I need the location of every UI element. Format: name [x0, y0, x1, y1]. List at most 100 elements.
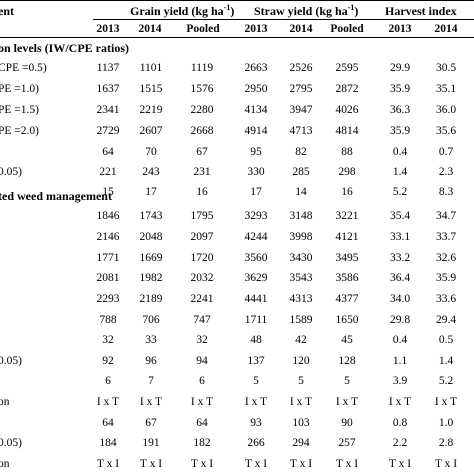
table-cell: 231: [193, 166, 211, 178]
table-row: 6 7 6 5 5 5 3.9 5.2: [0, 371, 474, 391]
table-cell: 70: [145, 146, 157, 158]
table-cell: 4134: [244, 104, 268, 116]
table-cell: 29.9: [389, 62, 411, 74]
table-cell: 32: [196, 334, 208, 346]
table-row: CPE =0.5) 1137 1101 1119 2663 2526 2595 29.9 30.…: [0, 58, 474, 78]
table-cell: 17: [250, 186, 262, 198]
row-label: 0.05): [0, 355, 22, 367]
table-row: 64 70 67 95 82 88 0.4 0.7: [0, 142, 474, 162]
table-cell: 1982: [139, 272, 163, 284]
table-cell: 8.3: [438, 186, 454, 198]
table-cell: 1.4: [392, 166, 408, 178]
table-cell: 137: [247, 355, 265, 367]
table-cell: 3947: [289, 104, 313, 116]
table-row: 788 706 747 1711 1589 1650 29.8 29.4: [0, 310, 474, 330]
table-cell: 747: [193, 314, 211, 326]
table-cell: 33.6: [435, 293, 457, 305]
table-cell: 257: [338, 437, 356, 449]
table-cell: 35.4: [389, 210, 411, 222]
table-cell: 4026: [335, 104, 359, 116]
table-cell: 33: [145, 334, 157, 346]
table-cell: 1720: [190, 252, 214, 264]
table-row: PE =1.0) 1637 1515 1576 2950 2795 2872 35.9 35.1: [0, 79, 474, 99]
row-label: CPE =0.5): [0, 62, 47, 74]
table-cell: 34.7: [435, 210, 457, 222]
table-cell: 3221: [335, 210, 359, 222]
table-cell: 90: [341, 417, 353, 429]
table-cell: 1637: [96, 83, 120, 95]
table-cell: 1.4: [438, 355, 454, 367]
grain-yield-title: Grain yield (kg ha: [130, 4, 224, 18]
table-cell: 15: [102, 186, 114, 198]
grain-yield-close-paren: ): [230, 4, 235, 18]
table-cell: 7: [148, 375, 154, 387]
table-cell: 2341: [96, 104, 120, 116]
table-cell: 5.2: [438, 375, 454, 387]
table-cell: 36.3: [389, 104, 411, 116]
table-cell: 48: [250, 334, 262, 346]
table-cell: 67: [145, 417, 157, 429]
table-cell: 788: [99, 314, 117, 326]
table-cell: 5.2: [392, 186, 408, 198]
table-cell: 2.8: [438, 437, 454, 449]
table-cell: 36.4: [389, 272, 411, 284]
table-cell: 14: [295, 186, 307, 198]
table-cell: 4914: [244, 125, 268, 137]
sub-straw-2014: 2014: [289, 23, 313, 35]
table-cell: 3430: [289, 252, 313, 264]
table-cell: 35.9: [389, 83, 411, 95]
table-row: on I x T I x T I x T I x T I x T I x T I x T I x…: [0, 392, 474, 412]
table-cell: 35.9: [389, 125, 411, 137]
straw-yield-unit-exponent: -1: [347, 3, 355, 12]
table-cell: I x T: [388, 396, 412, 408]
table-row: 32 33 32 48 42 45 0.4 0.5: [0, 330, 474, 350]
table-cell: I x T: [244, 396, 268, 408]
table-cell: 2241: [190, 293, 214, 305]
table-cell: 3998: [289, 231, 313, 243]
table-cell: 5: [298, 375, 304, 387]
table-cell: 1743: [139, 210, 163, 222]
table-cell: 0.5: [438, 334, 454, 346]
table-cell: 182: [193, 437, 211, 449]
table-cell: 1119: [190, 62, 214, 74]
table-cell: T x I: [96, 458, 120, 470]
table-cell: 94: [196, 355, 208, 367]
table-cell: 64: [196, 417, 208, 429]
table-cell: 95: [250, 146, 262, 158]
table-cell: 2081: [96, 272, 120, 284]
section-weed-management: ted weed management: [0, 189, 112, 203]
table-row: 0.05) 221 243 231 330 285 298 1.4 2.3: [0, 162, 474, 182]
table-cell: 16: [341, 186, 353, 198]
table-cell: 330: [247, 166, 265, 178]
straw-yield-header: Straw yield (kg ha-1): [254, 3, 359, 19]
table-cell: 128: [338, 355, 356, 367]
top-rule: [0, 0, 474, 1]
table-cell: 64: [102, 146, 114, 158]
table-cell: 32: [102, 334, 114, 346]
table-cell: 30.5: [435, 62, 457, 74]
table-cell: 221: [99, 166, 117, 178]
table-cell: 4244: [244, 231, 268, 243]
table-row: 15 17 16 17 14 16 5.2 8.3: [0, 182, 474, 202]
sub-straw-2013: 2013: [244, 23, 268, 35]
table-cell: T x I: [190, 458, 214, 470]
table-cell: 2293: [96, 293, 120, 305]
table-cell: 1515: [139, 83, 163, 95]
straw-yield-close-paren: ): [354, 4, 359, 18]
table-cell: 5: [344, 375, 350, 387]
straw-yield-title: Straw yield (kg ha: [254, 4, 348, 18]
section-irrigation-levels: on levels (IW/CPE ratios): [0, 41, 129, 55]
table-cell: 3543: [289, 272, 313, 284]
table-cell: 2097: [190, 231, 214, 243]
table-row: on T x I T x I T x I T x I T x I T x I T x I T x…: [0, 454, 474, 474]
table-cell: 706: [142, 314, 160, 326]
table-cell: 35.6: [435, 125, 457, 137]
table-cell: 2795: [289, 83, 313, 95]
table-cell: 5: [253, 375, 259, 387]
table-row: PE =1.5) 2341 2219 2280 4134 3947 4026 36.3 36.0: [0, 100, 474, 120]
table-cell: 1576: [190, 83, 214, 95]
table-cell: T x I: [335, 458, 359, 470]
table-cell: 1846: [96, 210, 120, 222]
table-row: 0.05) 184 191 182 266 294 257 2.2 2.8: [0, 433, 474, 453]
table-cell: 2.3: [438, 166, 454, 178]
